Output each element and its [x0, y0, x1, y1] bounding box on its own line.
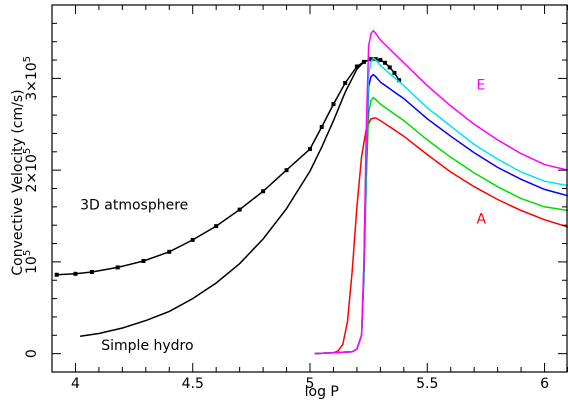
data-point — [167, 249, 172, 254]
plot-frame — [51, 4, 568, 373]
data-point — [354, 64, 359, 69]
x-tick-label: 5.5 — [416, 376, 438, 392]
data-point — [54, 272, 59, 277]
data-point — [383, 60, 388, 65]
data-point — [387, 65, 392, 70]
x-tick-label: 4.5 — [182, 376, 204, 392]
annotation-label: 3D atmosphere — [80, 198, 188, 214]
annotation-label: A — [477, 211, 487, 227]
data-point — [214, 224, 219, 229]
series-line-5 — [314, 57, 568, 355]
data-point — [331, 102, 336, 107]
data-point — [284, 168, 289, 173]
plot-area — [54, 29, 568, 355]
y-axis-title: Convective Velocity (cm/s) — [10, 89, 26, 275]
data-point — [89, 269, 94, 274]
y-axis: 0 105 2×105 3×105 — [22, 4, 567, 373]
series-line-1 — [79, 58, 376, 337]
data-point — [141, 258, 146, 263]
data-point — [73, 271, 78, 276]
data-point — [237, 207, 242, 212]
y-tick-label: 3×105 — [22, 56, 40, 101]
x-tick-label: 4 — [71, 376, 80, 392]
y-tick-label: 2×105 — [22, 148, 40, 193]
data-point — [378, 58, 383, 63]
annotation-label: E — [477, 77, 486, 93]
data-point — [343, 80, 348, 85]
annotations: 3D atmosphere Simple hydro E A — [80, 77, 486, 354]
data-point — [308, 147, 312, 152]
series-line-3 — [314, 96, 568, 355]
data-point — [115, 265, 120, 270]
data-point — [397, 78, 402, 83]
series-line-2 — [314, 117, 568, 355]
x-tick-label: 6 — [540, 376, 549, 392]
y-tick-label: 105 — [22, 250, 40, 274]
data-point — [392, 70, 397, 75]
data-point — [261, 189, 266, 194]
data-point — [319, 125, 324, 130]
x-axis: 4 4.5 5 5.5 6 — [51, 5, 568, 392]
y-tick-label: 0 — [24, 349, 40, 358]
annotation-label: Simple hydro — [101, 338, 193, 354]
data-point — [190, 237, 195, 242]
x-axis-title: log P — [305, 384, 339, 400]
x-tick-label: 5 — [306, 376, 315, 392]
series-line-6 — [314, 29, 568, 355]
series-line-0 — [56, 58, 400, 276]
